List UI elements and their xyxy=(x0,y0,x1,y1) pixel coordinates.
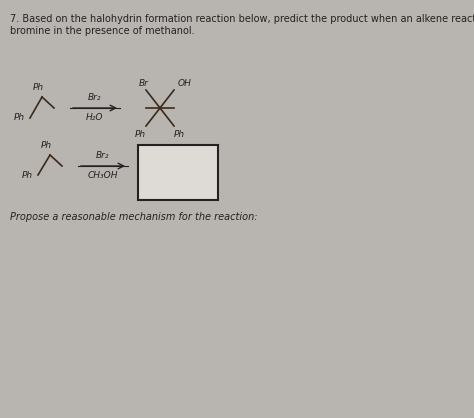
Text: Ph: Ph xyxy=(14,114,25,122)
Text: 7. Based on the halohydrin formation reaction below, predict the product when an: 7. Based on the halohydrin formation rea… xyxy=(10,14,474,24)
Text: Br₂: Br₂ xyxy=(96,151,110,160)
Text: Ph: Ph xyxy=(135,130,146,139)
Text: Br: Br xyxy=(139,79,149,88)
Bar xyxy=(138,145,218,200)
Text: Ph: Ph xyxy=(174,130,185,139)
Text: Br₂: Br₂ xyxy=(88,93,102,102)
Text: Propose a reasonable mechanism for the reaction:: Propose a reasonable mechanism for the r… xyxy=(10,212,257,222)
Text: H₂O: H₂O xyxy=(86,113,104,122)
Text: CH₃OH: CH₃OH xyxy=(88,171,118,180)
Text: bromine in the presence of methanol.: bromine in the presence of methanol. xyxy=(10,26,195,36)
Text: Ph: Ph xyxy=(40,141,52,150)
Text: Ph: Ph xyxy=(22,171,33,179)
Text: Ph: Ph xyxy=(32,83,44,92)
Text: OH: OH xyxy=(178,79,192,88)
